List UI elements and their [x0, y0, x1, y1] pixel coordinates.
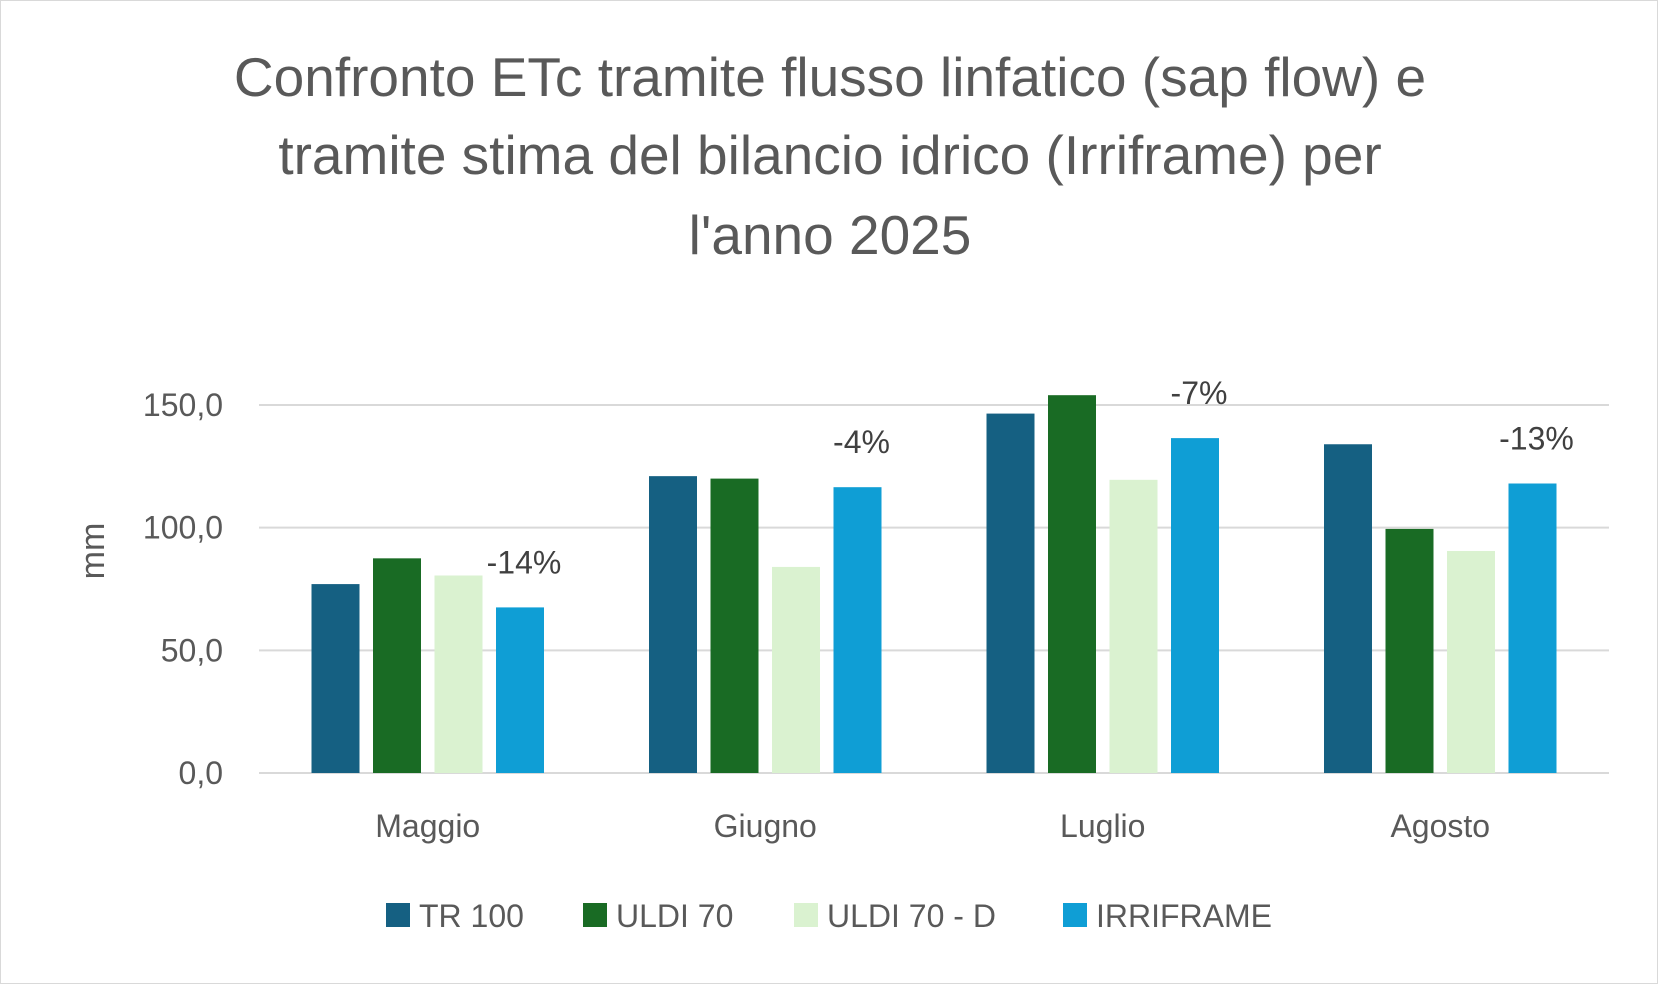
chart-title-line-3: l'anno 2025: [689, 204, 972, 266]
legend-label: ULDI 70 - D: [827, 898, 996, 934]
bar-tr-100-maggio: [311, 584, 360, 773]
legend-label: IRRIFRAME: [1096, 898, 1272, 934]
legend: TR 100 ULDI 70 ULDI 70 - D IRRIFRAME: [386, 898, 1272, 934]
x-category-label: Luglio: [1060, 808, 1145, 844]
x-category-label: Agosto: [1390, 808, 1490, 844]
x-category-label: Giugno: [714, 808, 817, 844]
y-tick-labels: 0,0 50,0 100,0 150,0: [143, 387, 223, 791]
bar-irriframe-agosto: [1508, 483, 1557, 773]
x-category-label: Maggio: [375, 808, 480, 844]
annotation-label: -7%: [1171, 375, 1228, 411]
bar-uldi-70-d-agosto: [1447, 550, 1495, 773]
bar-tr-100-luglio: [986, 413, 1035, 773]
bar-uldi-70-d-maggio: [434, 575, 483, 773]
annotations: -14% -4% -7% -13%: [487, 375, 1574, 580]
legend-label: TR 100: [419, 898, 524, 934]
y-tick-label: 150,0: [143, 387, 223, 423]
y-gridlines: [259, 404, 1609, 774]
chart-title-line-2: tramite stima del bilancio idrico (Irrif…: [278, 124, 1381, 186]
bar-uldi-70-agosto: [1385, 528, 1434, 773]
legend-label: ULDI 70: [616, 898, 733, 934]
y-tick-label: 0,0: [179, 755, 223, 791]
legend-swatch: [583, 903, 607, 927]
bar-tr-100-agosto: [1324, 444, 1372, 773]
bar-uldi-70-luglio: [1048, 395, 1096, 773]
bar-uldi-70-maggio: [373, 558, 421, 773]
bar-uldi-70-giugno: [710, 478, 759, 773]
legend-swatch: [794, 903, 818, 927]
y-axis-title: mm: [74, 523, 112, 580]
legend-swatch: [386, 903, 410, 927]
annotation-label: -14%: [487, 544, 562, 580]
bar-irriframe-luglio: [1171, 438, 1219, 773]
bar-tr-100-giugno: [649, 476, 697, 773]
annotation-label: -4%: [833, 424, 890, 460]
legend-swatch: [1063, 903, 1087, 927]
y-tick-label: 50,0: [161, 632, 223, 668]
y-tick-label: 100,0: [143, 510, 223, 546]
bar-uldi-70-d-giugno: [772, 566, 820, 773]
chart-title-line-1: Confronto ETc tramite flusso linfatico (…: [234, 46, 1426, 108]
bar-irriframe-maggio: [496, 607, 544, 773]
annotation-label: -13%: [1499, 421, 1574, 457]
bars: [311, 395, 1557, 773]
x-category-labels: Maggio Giugno Luglio Agosto: [375, 808, 1490, 844]
bar-irriframe-giugno: [833, 487, 882, 773]
bar-uldi-70-d-luglio: [1109, 479, 1158, 773]
chart-title: Confronto ETc tramite flusso linfatico (…: [234, 46, 1426, 266]
